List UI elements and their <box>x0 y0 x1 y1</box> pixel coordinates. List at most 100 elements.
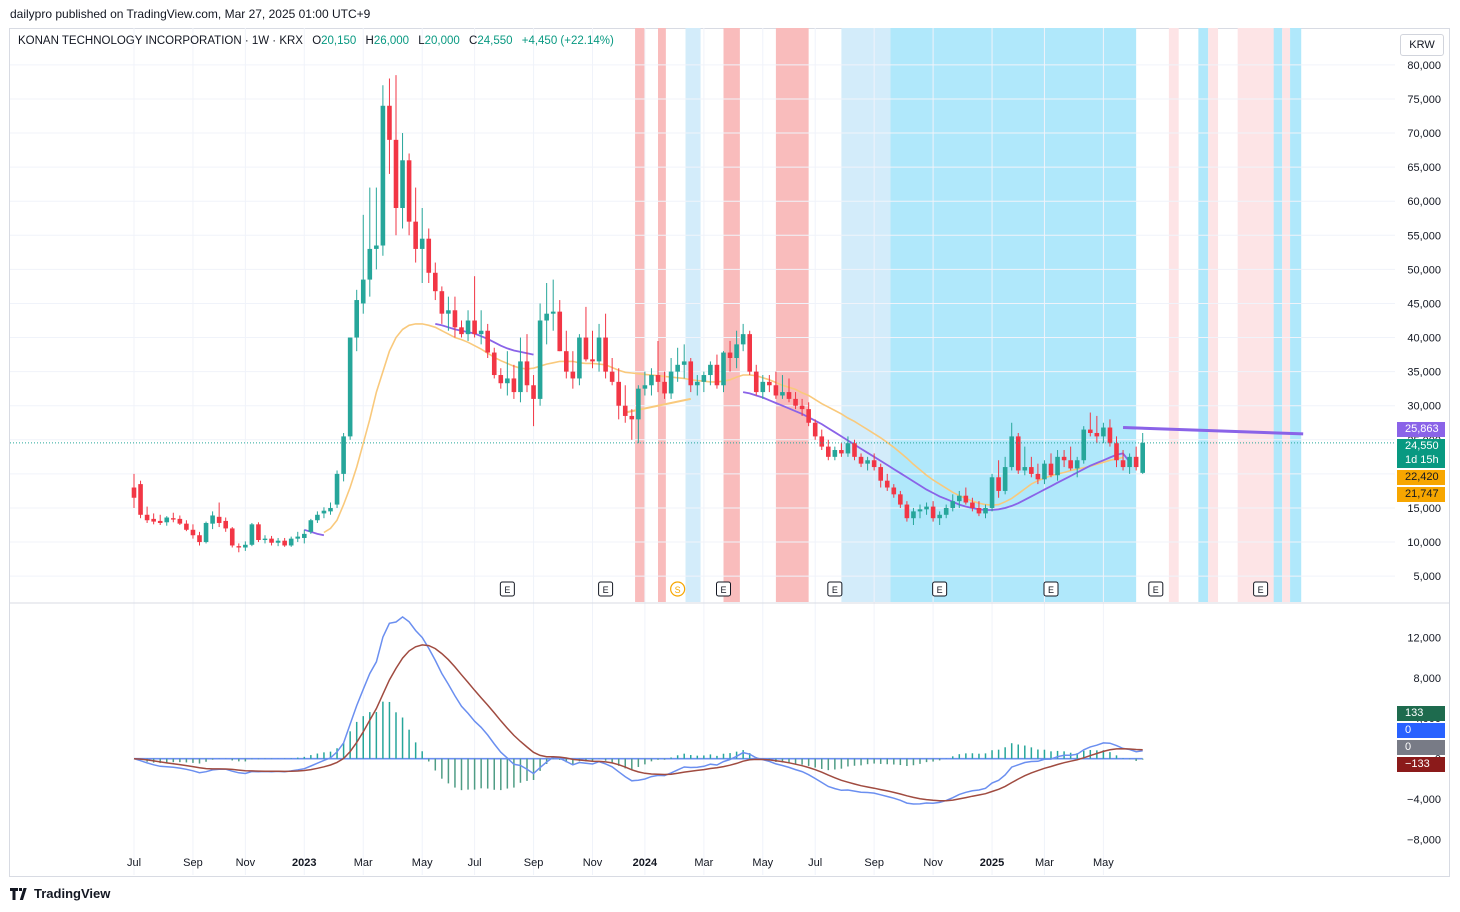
candle-body <box>419 238 425 249</box>
candle-body <box>308 520 314 532</box>
time-axis-tick: Jul <box>468 857 482 869</box>
earnings-marker-label: E <box>1048 585 1054 595</box>
candle-body <box>1127 456 1132 468</box>
candle-body <box>1107 427 1113 444</box>
time-axis-tick: Mar <box>354 857 373 869</box>
candle-body <box>937 514 942 519</box>
candle-body <box>1009 436 1014 468</box>
time-axis-tick: Sep <box>864 857 884 869</box>
candle-body <box>216 516 222 523</box>
candle-body <box>858 456 864 464</box>
candle-body <box>269 538 274 543</box>
candle-body <box>262 538 268 541</box>
highlight-band <box>1168 28 1179 602</box>
candle-body <box>275 540 281 543</box>
candle-body <box>203 522 209 543</box>
candle-body <box>767 381 772 386</box>
candle-body <box>491 352 497 376</box>
change-value: +4,450 (+22.14%) <box>521 35 614 47</box>
candle-body <box>753 371 759 393</box>
high-value: 26,000 <box>373 35 410 47</box>
earnings-marker-label: E <box>1258 585 1264 595</box>
candle-body <box>917 509 923 512</box>
candle-body <box>911 511 916 519</box>
highlight-band <box>658 28 666 602</box>
candle-body <box>622 405 628 416</box>
candle-body <box>799 405 805 410</box>
price-axis-tick: 70,000 <box>1407 128 1441 140</box>
candle-body <box>695 381 700 386</box>
candle-body <box>570 371 576 379</box>
candle-body <box>164 517 170 523</box>
candle-body <box>439 291 445 314</box>
candle-body <box>505 378 510 384</box>
candle-body <box>786 392 792 399</box>
earnings-marker <box>1253 581 1269 597</box>
time-axis-tick: 2025 <box>980 857 1004 869</box>
candle-body <box>433 272 438 292</box>
candle-body <box>1120 460 1126 468</box>
candle-body <box>780 392 785 396</box>
close-value: 24,550 <box>477 35 513 47</box>
candle-body <box>590 359 595 362</box>
price-axis-tick: 5,000 <box>1413 571 1441 583</box>
candle-body <box>334 473 340 505</box>
candle-body <box>747 334 752 372</box>
candle-body <box>924 506 929 510</box>
price-axis-tick: 50,000 <box>1407 264 1441 276</box>
currency-button[interactable]: KRW <box>1400 34 1444 56</box>
price-axis-tick: 65,000 <box>1407 162 1441 174</box>
candle-body <box>478 330 484 335</box>
countdown-label: 1d 15h <box>1397 453 1445 468</box>
candle-body <box>649 375 654 386</box>
time-axis-tick: Jul <box>127 857 141 869</box>
tradingview-logo[interactable]: TradingView <box>10 886 110 901</box>
time-axis-tick: 2024 <box>633 857 658 869</box>
candle-body <box>583 337 589 360</box>
candle-body <box>511 378 517 393</box>
candle-body <box>295 536 301 539</box>
time-axis-tick: Sep <box>183 857 203 869</box>
candle-body <box>662 381 667 394</box>
price-axis-tick: 45,000 <box>1407 298 1441 310</box>
candle-body <box>963 495 969 503</box>
candle-body <box>996 477 1001 491</box>
candle-body <box>989 477 995 508</box>
earnings-marker-label: E <box>832 585 838 595</box>
price-axis-tick: 30,000 <box>1407 401 1441 413</box>
ma-short-price-label: 21,747 <box>1397 487 1445 502</box>
candle-body <box>655 375 661 382</box>
candle-body <box>819 436 825 447</box>
earnings-marker <box>716 581 731 597</box>
candle-body <box>518 361 523 393</box>
candle-body <box>629 415 635 420</box>
candle-body <box>550 311 556 314</box>
highlight-band <box>1237 28 1277 602</box>
candle-body <box>393 139 399 209</box>
candle-body <box>983 507 988 514</box>
candle-body <box>557 311 563 352</box>
candle-body <box>1074 460 1080 469</box>
candle-body <box>138 484 143 515</box>
open-value: 20,150 <box>321 35 357 47</box>
earnings-marker-label: E <box>937 585 943 595</box>
candle-body <box>826 446 831 457</box>
candle-body <box>609 371 615 382</box>
last-price-label: 24,550 <box>1397 439 1445 454</box>
candle-body <box>642 385 648 389</box>
time-axis-tick: Sep <box>524 857 544 869</box>
candle-body <box>701 375 707 382</box>
candle-body <box>1029 467 1034 474</box>
candle-body <box>256 524 261 541</box>
candle-body <box>714 364 720 386</box>
ma-mid-price-label: 22,420 <box>1397 470 1445 485</box>
candle-body <box>1114 443 1119 461</box>
candle-body <box>171 518 176 520</box>
candle-body <box>943 507 949 515</box>
open-label: O <box>312 35 322 47</box>
earnings-marker <box>598 581 614 597</box>
candle-body <box>531 385 536 399</box>
candle-body <box>734 344 739 358</box>
ma-weekly-line <box>1122 426 1304 436</box>
